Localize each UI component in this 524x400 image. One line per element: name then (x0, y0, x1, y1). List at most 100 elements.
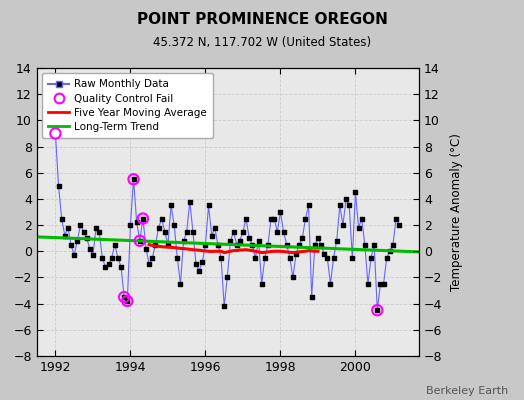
Point (395, 222, 403, 228)
Point (389, 242, 397, 248)
Point (317, 242, 325, 248)
Point (276, 209, 285, 215)
Point (351, 189, 359, 196)
Point (64, 224, 72, 231)
Point (136, 238, 144, 244)
Point (163, 242, 172, 248)
Point (308, 294, 316, 300)
Point (107, 255, 116, 261)
Point (73, 238, 82, 244)
Point (220, 303, 228, 310)
Point (192, 261, 200, 268)
Point (251, 255, 259, 261)
Point (208, 232, 216, 239)
Point (51, 130, 60, 137)
Point (67, 242, 75, 248)
Point (176, 281, 184, 287)
Point (370, 242, 378, 248)
Point (136, 238, 144, 244)
Point (367, 255, 375, 261)
Point (270, 215, 278, 222)
Point (114, 255, 122, 261)
Point (373, 307, 381, 313)
Point (217, 255, 225, 261)
Point (354, 224, 363, 231)
Point (201, 242, 210, 248)
Point (286, 255, 294, 261)
Y-axis label: Temperature Anomaly (°C): Temperature Anomaly (°C) (450, 133, 463, 291)
Point (282, 242, 291, 248)
Point (139, 215, 147, 222)
Point (117, 264, 125, 270)
Point (239, 228, 247, 235)
Point (101, 264, 110, 270)
Point (104, 261, 113, 268)
Point (323, 255, 332, 261)
Point (214, 242, 222, 248)
Point (120, 294, 128, 300)
Point (54, 183, 63, 189)
Point (335, 202, 344, 209)
Point (123, 298, 132, 304)
Point (264, 242, 272, 248)
Text: POINT PROMINENCE OREGON: POINT PROMINENCE OREGON (137, 12, 387, 27)
Point (361, 242, 369, 248)
Point (129, 176, 138, 182)
Point (145, 261, 154, 268)
Point (342, 196, 350, 202)
Point (383, 255, 391, 261)
Point (167, 202, 175, 209)
Point (58, 215, 66, 222)
Point (289, 274, 297, 281)
Point (242, 215, 250, 222)
Point (386, 248, 394, 254)
Point (260, 255, 269, 261)
Point (82, 235, 91, 241)
Point (142, 246, 150, 252)
Point (85, 246, 94, 252)
Point (254, 238, 263, 244)
Point (348, 255, 356, 261)
Point (195, 268, 203, 274)
Point (198, 258, 206, 265)
Point (92, 224, 100, 231)
Point (123, 298, 132, 304)
Legend: Raw Monthly Data, Quality Control Fail, Five Year Moving Average, Long-Term Tren: Raw Monthly Data, Quality Control Fail, … (42, 73, 213, 138)
Point (330, 255, 338, 261)
Point (120, 294, 128, 300)
Point (311, 242, 319, 248)
Point (185, 198, 194, 205)
Point (304, 202, 313, 209)
Point (314, 235, 322, 241)
Point (98, 255, 106, 261)
Point (223, 274, 232, 281)
Point (211, 224, 219, 231)
Point (179, 238, 188, 244)
Point (129, 176, 138, 182)
Point (126, 222, 135, 228)
Point (248, 242, 257, 248)
Point (95, 228, 103, 235)
Point (257, 281, 266, 287)
Point (233, 242, 241, 248)
Point (173, 255, 181, 261)
Point (364, 281, 372, 287)
Point (298, 235, 307, 241)
Point (139, 215, 147, 222)
Point (182, 228, 191, 235)
Point (79, 228, 88, 235)
Point (333, 238, 341, 244)
Point (230, 228, 238, 235)
Point (89, 252, 97, 258)
Point (170, 222, 178, 228)
Point (111, 242, 119, 248)
Point (326, 281, 335, 287)
Point (267, 215, 275, 222)
Point (158, 215, 166, 222)
Point (148, 255, 157, 261)
Point (301, 215, 310, 222)
Point (345, 202, 353, 209)
Point (357, 215, 366, 222)
Point (273, 228, 281, 235)
Point (379, 281, 388, 287)
